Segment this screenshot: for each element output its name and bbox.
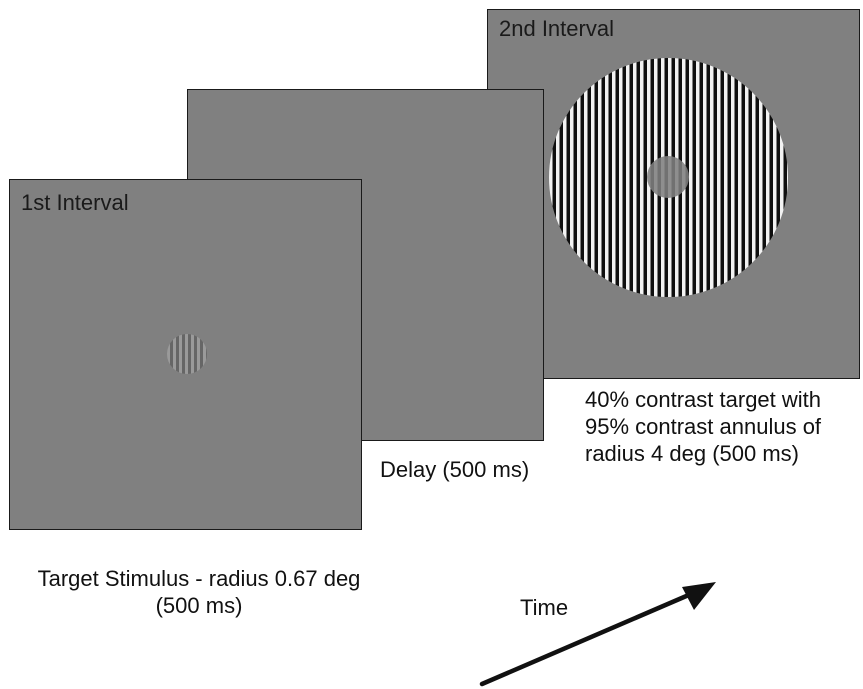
first-interval-panel: 1st Interval [9,179,362,530]
annulus-grating [549,58,788,297]
center-target-grating [647,156,689,198]
second-interval-title: 2nd Interval [499,16,614,41]
first-interval-title: 1st Interval [21,190,129,215]
arrow-icon [479,582,716,687]
second-interval-caption: 40% contrast target with 95% contrast an… [585,387,822,466]
second-interval-panel: 2nd Interval [487,9,860,379]
time-arrow-head [682,582,716,610]
time-arrow-shaft [479,588,701,687]
time-label: Time [520,595,569,620]
delay-caption: Delay (500 ms) [380,457,530,482]
first-interval-caption: Target Stimulus - radius 0.67 deg (500 m… [37,566,361,618]
target-stimulus-grating [167,334,207,374]
